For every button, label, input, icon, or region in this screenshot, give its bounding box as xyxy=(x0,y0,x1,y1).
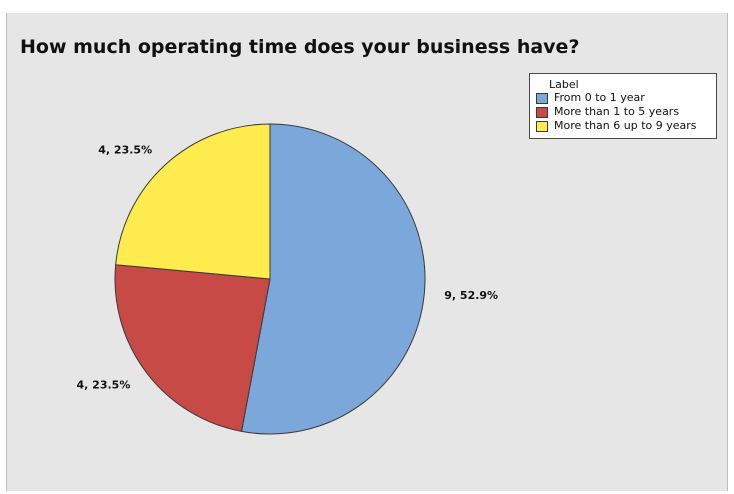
pie-data-labels: 9, 52.9% 4, 23.5% 4, 23.5% xyxy=(77,144,499,392)
legend: Label From 0 to 1 year More than 1 to 5 … xyxy=(529,73,717,139)
legend-item-1: More than 1 to 5 years xyxy=(536,105,710,119)
legend-swatch xyxy=(536,106,548,118)
pie-slice xyxy=(115,123,271,280)
pie-slice xyxy=(114,264,271,432)
legend-item-2: More than 6 up to 9 years xyxy=(536,119,710,133)
legend-swatch xyxy=(536,120,548,132)
legend-label: From 0 to 1 year xyxy=(554,91,645,104)
pie-slice xyxy=(240,123,426,435)
legend-swatch xyxy=(536,92,548,104)
legend-label: More than 6 up to 9 years xyxy=(554,119,697,132)
pie-data-label: 9, 52.9% xyxy=(444,289,498,302)
legend-title: Label xyxy=(549,78,579,91)
pie-data-label: 4, 23.5% xyxy=(77,378,131,391)
pie-slices xyxy=(114,123,426,435)
chart-title: How much operating time does your busine… xyxy=(20,36,580,58)
legend-label: More than 1 to 5 years xyxy=(554,105,680,118)
pie-data-label: 4, 23.5% xyxy=(98,144,152,157)
legend-item-0: From 0 to 1 year xyxy=(536,91,710,105)
